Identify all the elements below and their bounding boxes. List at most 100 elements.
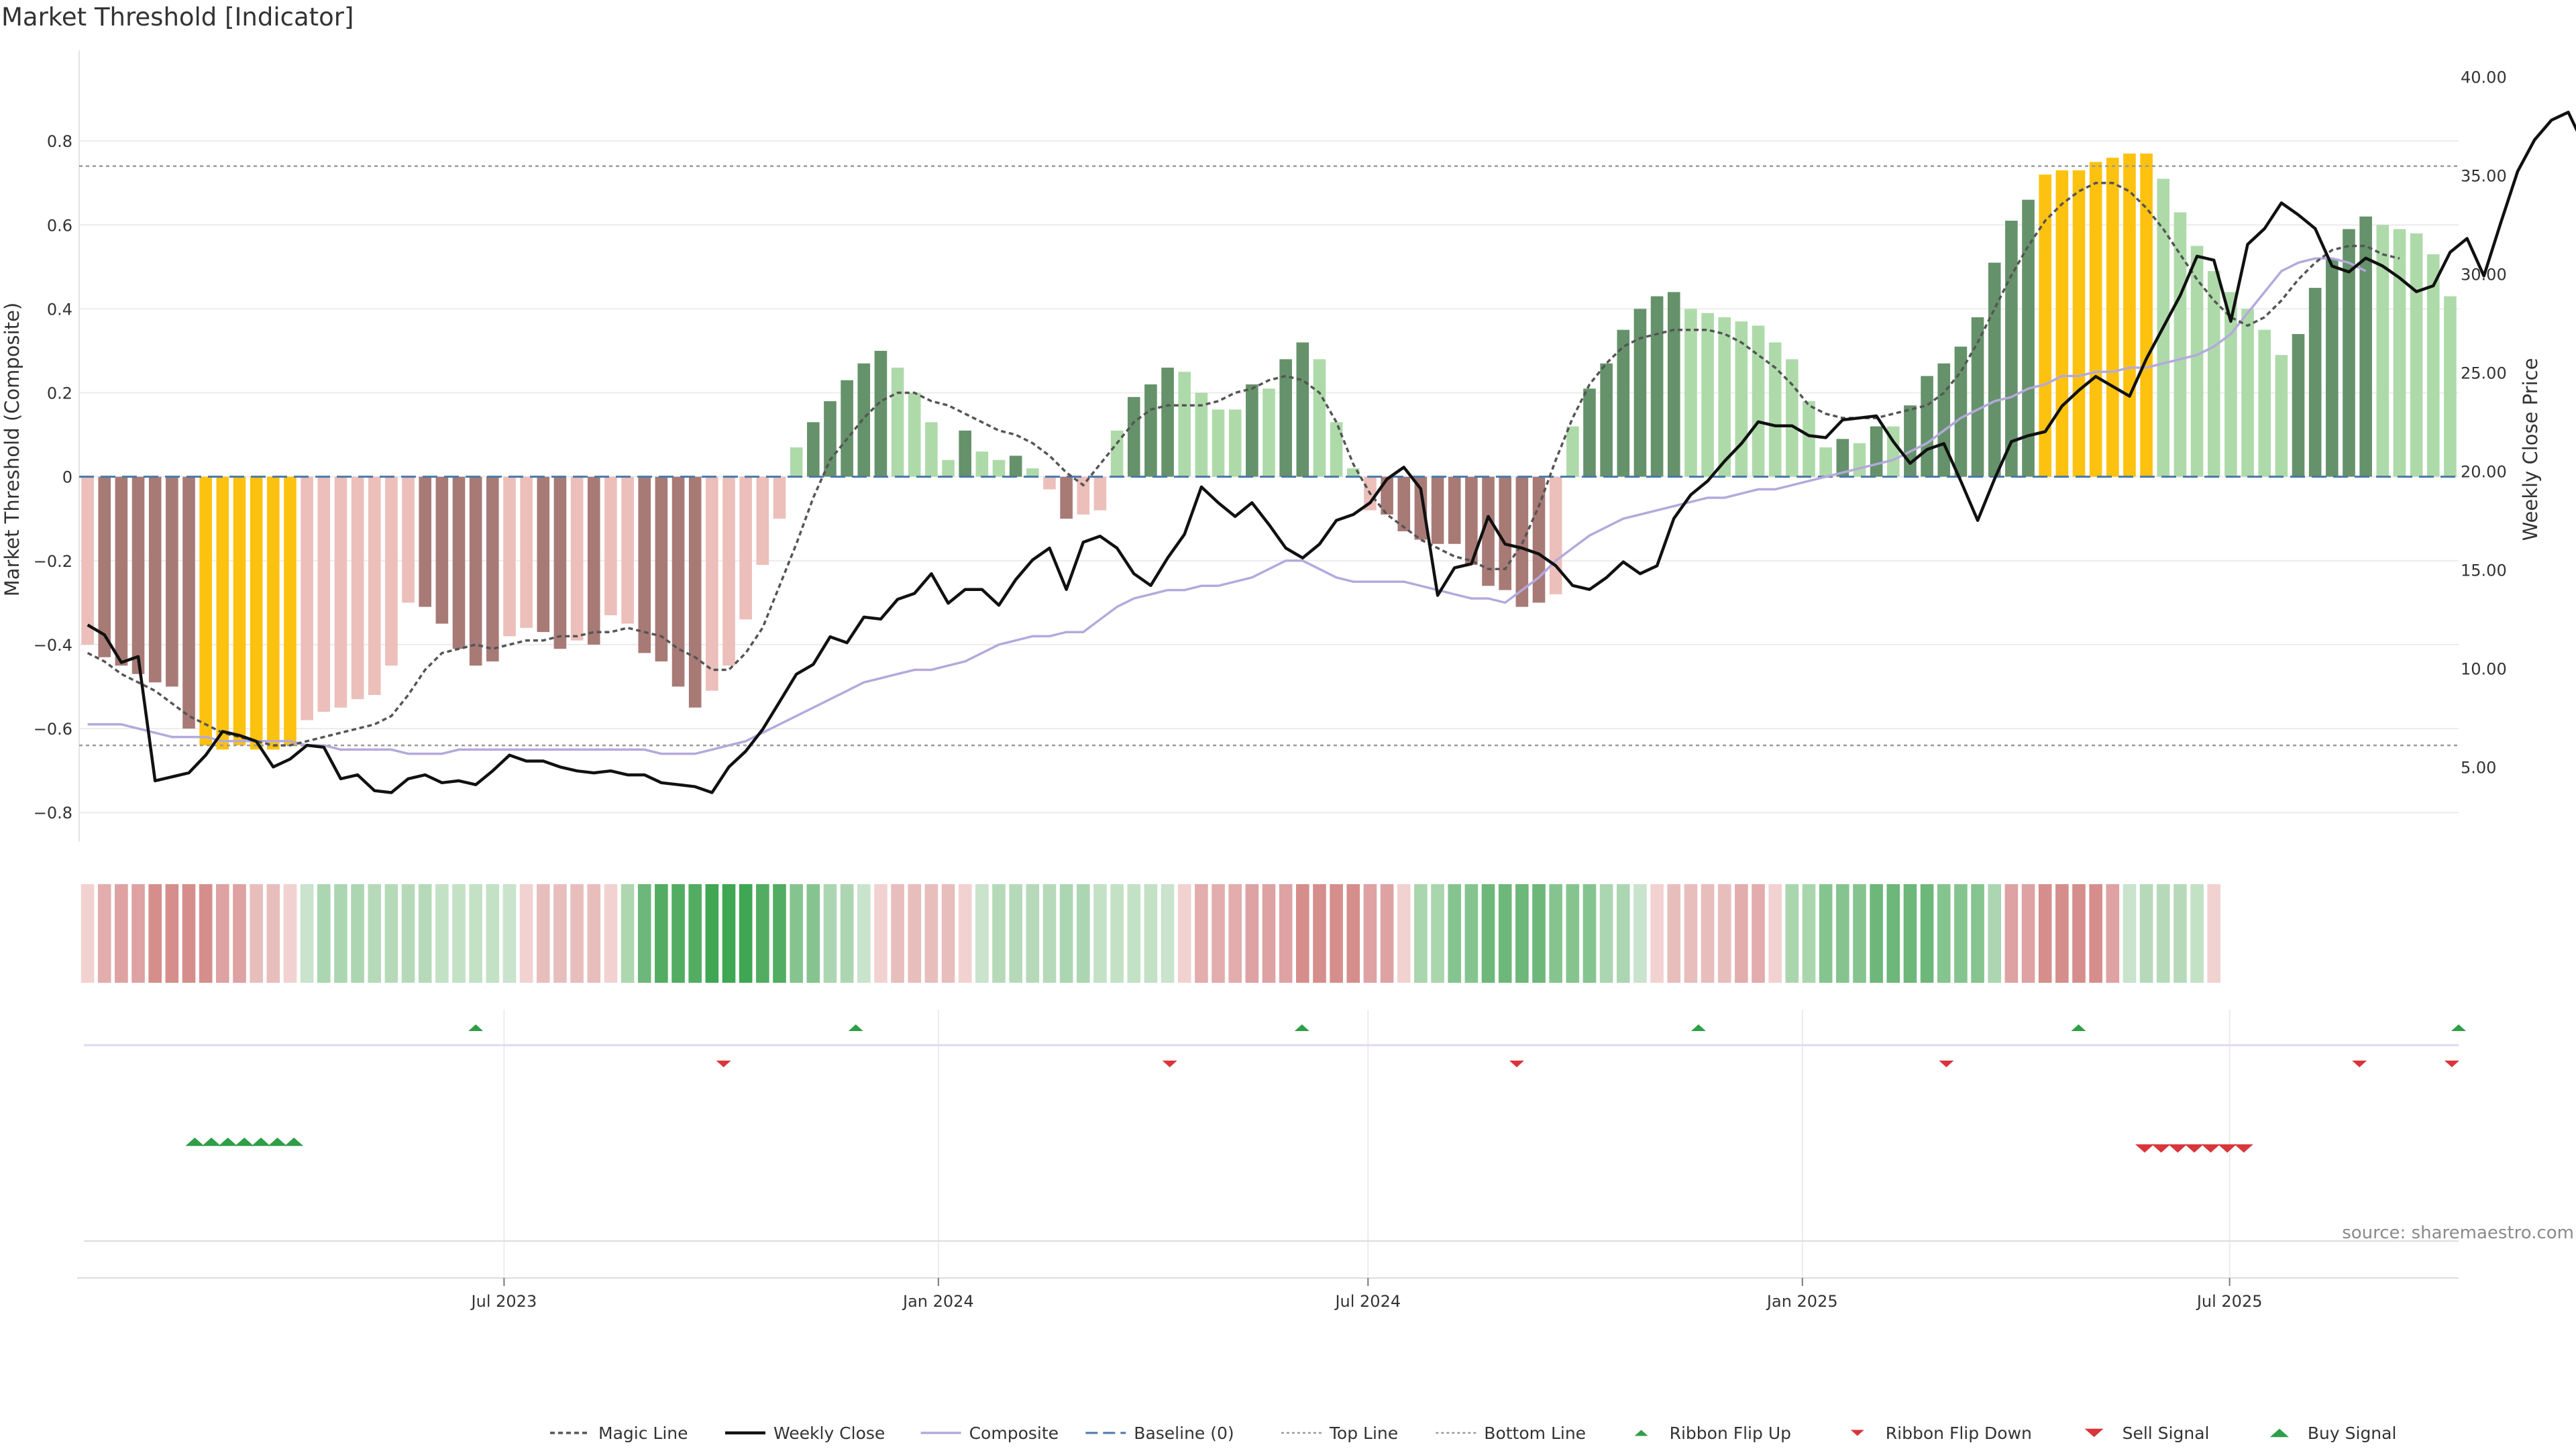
composite-bar [520, 476, 533, 628]
composite-bar [1397, 476, 1411, 532]
ribbon-cell [1768, 884, 1782, 983]
left-tick-label: −0.6 [34, 720, 72, 739]
composite-bar [334, 476, 347, 708]
composite-bar [1684, 309, 1697, 477]
magic-line [87, 181, 2400, 747]
ribbon-cell [1127, 884, 1141, 983]
ribbon-cell [790, 884, 803, 983]
composite-bar [1110, 430, 1124, 477]
composite-bar [2326, 258, 2339, 477]
composite-bar [706, 476, 718, 691]
legend-item: Ribbon Flip Down [1850, 1424, 2032, 1443]
left-tick-label: 0.4 [47, 300, 72, 319]
ribbon-flip-up-marker [1690, 1024, 1706, 1031]
composite-bar [553, 476, 567, 649]
legend-item: Baseline (0) [1085, 1424, 1234, 1443]
ribbon-cell [1701, 884, 1715, 983]
legend-item: Buy Signal [2269, 1424, 2396, 1443]
composite-bar [587, 476, 600, 645]
composite-bar [486, 476, 499, 661]
ribbon-cell [1042, 884, 1057, 983]
composite-bar [1583, 388, 1596, 477]
composite-bar [2022, 199, 2035, 477]
ribbon-cell [1195, 884, 1208, 983]
ribbon-cell [1026, 884, 1040, 983]
ribbon-cell [115, 884, 128, 983]
legend-swatch [1850, 1430, 1864, 1436]
composite-bar [1718, 317, 1731, 477]
composite-bar [925, 422, 938, 477]
legend-item: Composite [920, 1424, 1059, 1443]
left-tick-label: 0 [62, 468, 72, 487]
composite-bar [503, 476, 516, 637]
composite-bar [1803, 401, 1815, 477]
ribbon-cell [1330, 884, 1343, 983]
ribbon-cell [2156, 884, 2170, 983]
composite-bar [317, 476, 331, 712]
ribbon-cell [1633, 884, 1647, 983]
composite-bar [1279, 359, 1292, 477]
ribbon-cell [840, 884, 854, 983]
ribbon-cell [2106, 884, 2120, 983]
chart-title: Market Threshold [Indicator] [1, 3, 354, 32]
legend-swatch [2269, 1428, 2289, 1438]
ribbon-cell [1988, 884, 2002, 983]
legend-label: Weekly Close [773, 1424, 885, 1443]
ribbon-cell [1954, 884, 1968, 983]
ribbon-cell [469, 884, 482, 983]
composite-bar [756, 476, 769, 566]
ribbon-cell [2174, 884, 2187, 983]
legend: Magic Line Weekly Close Composite Baseline … [550, 1424, 2396, 1443]
left-axis-title: Market Threshold (Composite) [1, 303, 23, 596]
composite-bar [1313, 359, 1326, 477]
composite-bar [2393, 229, 2406, 477]
ribbon-cell [1076, 884, 1090, 983]
composite-bar [841, 380, 853, 477]
ribbon-cell [688, 884, 702, 983]
ribbon-cell [891, 884, 904, 983]
ribbon-cell [384, 884, 398, 983]
ribbon-cell [182, 884, 196, 983]
composite-bar [1127, 396, 1140, 477]
ribbon-cell [1245, 884, 1259, 983]
composite-bar [435, 476, 449, 624]
composite-bar [1448, 476, 1461, 544]
ribbon-cell [300, 884, 314, 983]
ribbon-cell [941, 884, 955, 983]
composite-bar [1650, 296, 1664, 477]
buy-signal-marker [284, 1137, 304, 1146]
ribbon-cell [2055, 884, 2069, 983]
composite-bar [1819, 447, 1832, 477]
composite-bar [368, 476, 381, 696]
composite-bar [1786, 359, 1799, 477]
composite-bar [452, 476, 466, 649]
ribbon-flip-up-marker [1294, 1024, 1309, 1031]
ribbon-cell [317, 884, 331, 983]
ribbon-cell [368, 884, 382, 983]
composite-bar [2123, 153, 2136, 477]
composite-bar [1178, 372, 1191, 477]
ribbon-flip-down-marker [1939, 1061, 1954, 1067]
composite-bar [2224, 292, 2237, 477]
ribbon-flip-down-marker [1509, 1061, 1524, 1067]
ribbon-cell [1752, 884, 1765, 983]
composite-bar [2410, 233, 2423, 477]
ribbon-cell [283, 884, 297, 983]
left-tick-label: 0.2 [47, 384, 72, 403]
legend-label: Ribbon Flip Up [1670, 1424, 1791, 1443]
composite-bar [1971, 317, 1984, 477]
composite-bar [1549, 476, 1562, 594]
composite-bars [81, 153, 2457, 750]
legend-label: Baseline (0) [1134, 1424, 1234, 1443]
composite-bar [469, 476, 482, 666]
composite-bar [688, 476, 702, 708]
composite-bar [148, 476, 162, 683]
ribbon-cell [1161, 884, 1175, 983]
composite-bar [1246, 384, 1258, 477]
ribbon-cell [1886, 884, 1900, 983]
composite-bar [1667, 292, 1680, 477]
ribbon-cell [823, 884, 837, 983]
composite-bar [2308, 288, 2322, 477]
legend-item: Top Line [1281, 1424, 1398, 1443]
